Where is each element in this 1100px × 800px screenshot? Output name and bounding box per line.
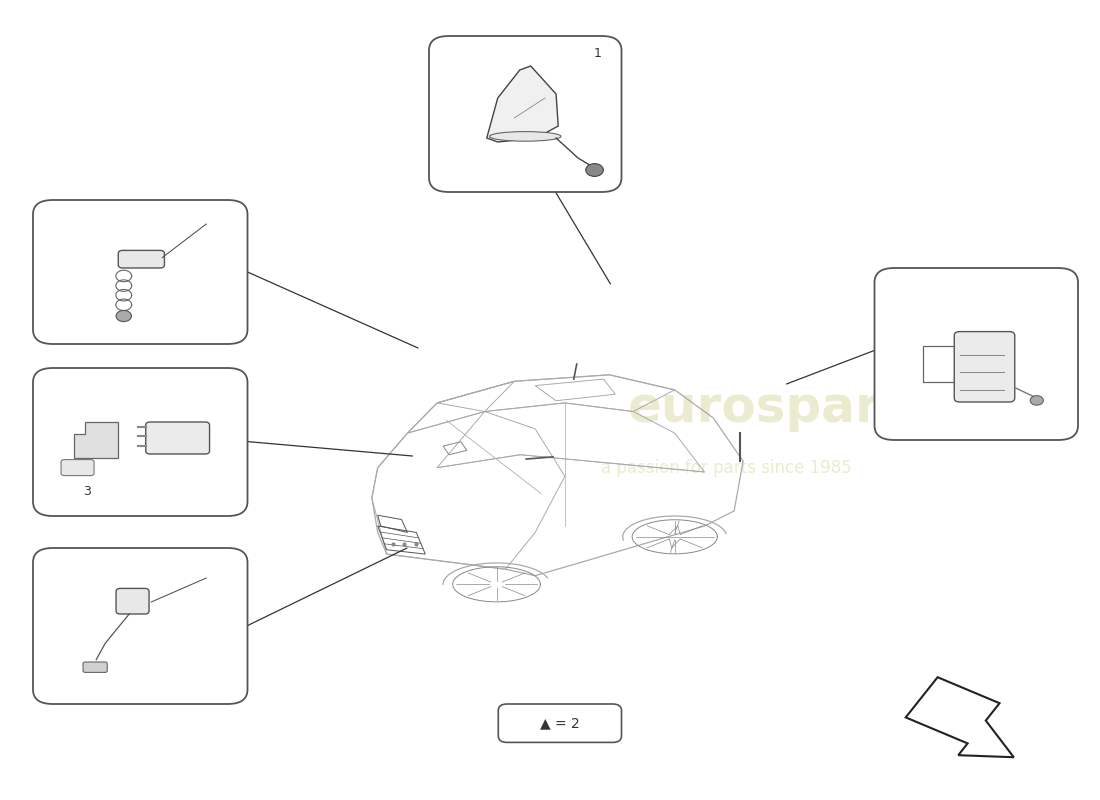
Text: a passion for parts since 1985: a passion for parts since 1985	[601, 459, 851, 477]
FancyBboxPatch shape	[429, 36, 621, 192]
Circle shape	[117, 310, 132, 322]
Circle shape	[585, 163, 603, 176]
FancyBboxPatch shape	[498, 704, 622, 742]
Polygon shape	[75, 422, 119, 458]
FancyBboxPatch shape	[62, 459, 95, 475]
FancyBboxPatch shape	[955, 331, 1015, 402]
Text: 3: 3	[84, 485, 91, 498]
Text: ▲ = 2: ▲ = 2	[540, 716, 580, 730]
Circle shape	[1031, 395, 1044, 406]
Polygon shape	[905, 678, 1014, 758]
Ellipse shape	[490, 131, 561, 141]
FancyBboxPatch shape	[33, 548, 248, 704]
FancyBboxPatch shape	[84, 662, 108, 672]
Text: eurosparesltd: eurosparesltd	[628, 384, 1022, 432]
FancyBboxPatch shape	[874, 268, 1078, 440]
Text: 1: 1	[593, 47, 602, 60]
FancyBboxPatch shape	[33, 200, 248, 344]
Polygon shape	[486, 66, 559, 142]
FancyBboxPatch shape	[33, 368, 248, 516]
FancyBboxPatch shape	[117, 589, 150, 614]
FancyBboxPatch shape	[119, 250, 165, 268]
FancyBboxPatch shape	[145, 422, 209, 454]
